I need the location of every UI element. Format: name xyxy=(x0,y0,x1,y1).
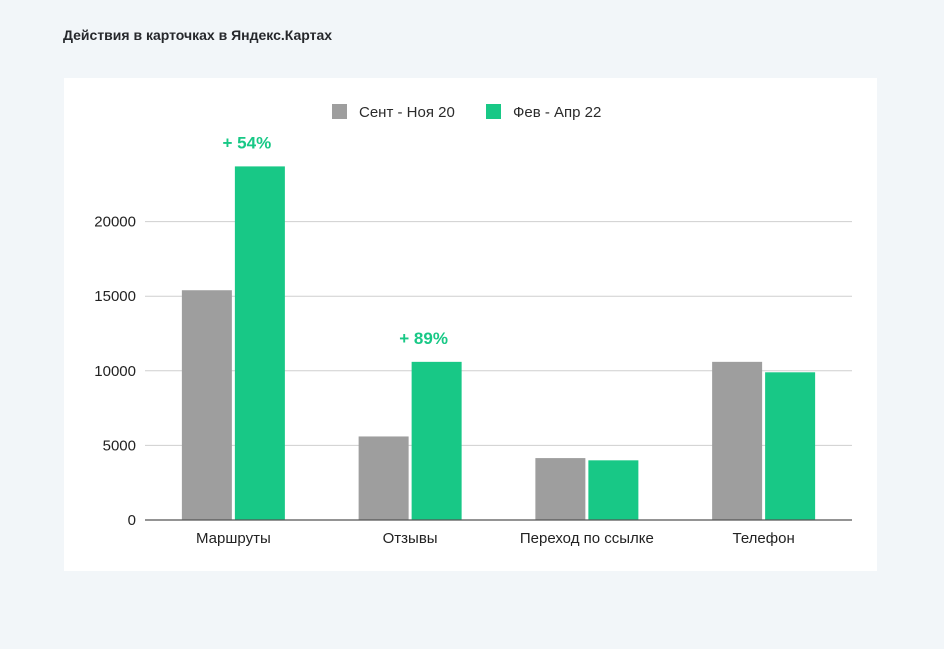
annotation-0: + 54% xyxy=(223,133,272,152)
y-tick-label-0: 0 xyxy=(128,512,136,529)
category-label-3: Телефон xyxy=(733,530,795,547)
page-title: Действия в карточках в Яндекс.Картах xyxy=(63,27,333,43)
bar-2-0 xyxy=(234,166,285,520)
y-tick-label-20000: 20000 xyxy=(94,214,136,231)
legend-label-2: Фев - Апр 22 xyxy=(513,104,601,121)
bar-1-1 xyxy=(358,436,409,520)
bar-1-2 xyxy=(535,458,586,520)
bar-1-0 xyxy=(181,290,232,520)
annotation-1: + 89% xyxy=(399,329,448,348)
category-label-2: Переход по ссылке xyxy=(520,530,654,547)
bar-chart: 0 5000 10000 15000 20000 Маршруты Отзывы Перехо… xyxy=(94,104,852,547)
bar-1-3 xyxy=(712,361,763,520)
bar-2-2 xyxy=(588,460,639,520)
bar-2-1 xyxy=(411,361,462,520)
bars xyxy=(181,166,816,520)
category-label-0: Маршруты xyxy=(196,530,271,547)
legend-swatch-2 xyxy=(486,104,501,119)
category-label-1: Отзывы xyxy=(383,530,438,547)
y-tick-label-15000: 15000 xyxy=(94,288,136,305)
chart-card: 0 5000 10000 15000 20000 Маршруты Отзывы Перехо… xyxy=(64,78,877,571)
legend-label-1: Сент - Ноя 20 xyxy=(359,104,455,121)
y-tick-label-5000: 5000 xyxy=(103,437,136,454)
legend-swatch-1 xyxy=(332,104,347,119)
y-tick-label-10000: 10000 xyxy=(94,363,136,380)
bar-2-3 xyxy=(765,372,816,520)
legend: Сент - Ноя 20 Фев - Апр 22 xyxy=(332,104,601,121)
labels: 0 5000 10000 15000 20000 Маршруты Отзывы Перехо… xyxy=(94,133,794,547)
